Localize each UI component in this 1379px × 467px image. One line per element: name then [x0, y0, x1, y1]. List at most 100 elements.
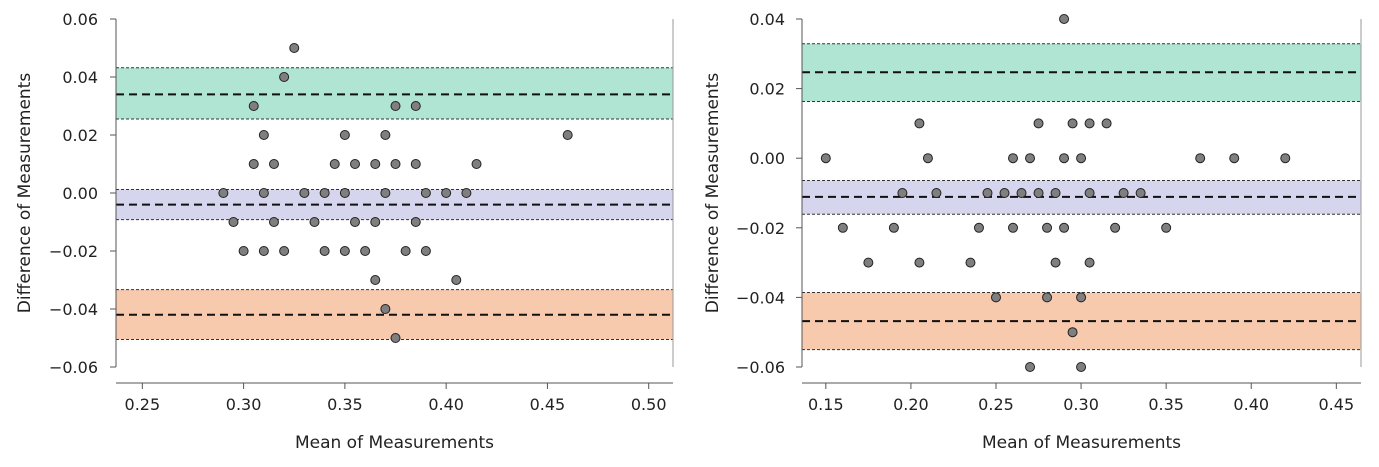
right-y-axis-label: Difference of Measurements — [703, 73, 723, 314]
left-y-axis-label: Difference of Measurements — [15, 73, 35, 314]
left-data-point — [370, 217, 381, 227]
left-data-point — [268, 159, 279, 169]
left-data-point — [319, 188, 330, 198]
right-y-tick-label: −0.04 — [736, 288, 785, 307]
left-data-point — [339, 188, 350, 198]
right-data-point — [1042, 292, 1053, 303]
left-data-point — [279, 246, 290, 256]
left-data-point — [370, 275, 381, 285]
right-data-point — [1033, 188, 1044, 198]
left-data-point — [461, 188, 472, 198]
right-data-point — [1110, 222, 1121, 233]
right-data-point — [1084, 257, 1095, 268]
left-data-point — [258, 130, 269, 140]
left-data-point — [410, 217, 421, 227]
left-data-point — [390, 333, 401, 343]
left-data-point — [299, 188, 310, 198]
left-x-axis-label: Mean of Measurements — [295, 433, 494, 453]
right-data-point — [888, 222, 899, 233]
right-x-tick-label: 0.15 — [808, 395, 844, 414]
left-data-point — [268, 217, 279, 227]
right-x-tick-label: 0.45 — [1319, 395, 1355, 414]
left-data-point — [370, 159, 381, 169]
left-data-point — [339, 246, 350, 256]
right-data-point — [1229, 153, 1240, 164]
left-data-point — [451, 275, 462, 285]
left-data-point — [248, 159, 259, 169]
left-y-tick-label: 0.06 — [62, 10, 98, 29]
left-data-point — [218, 188, 229, 198]
right-x-tick-label: 0.35 — [1148, 395, 1184, 414]
right-x-tick-label: 0.40 — [1233, 395, 1269, 414]
right-data-point — [1084, 118, 1095, 129]
right-data-point — [1195, 153, 1206, 164]
right-y-tick-label: −0.02 — [736, 219, 785, 238]
right-data-point — [914, 257, 925, 268]
right-data-point — [1008, 153, 1019, 164]
left-data-point — [339, 130, 350, 140]
left-data-point — [380, 304, 391, 314]
left-data-point — [420, 246, 431, 256]
right-data-point — [914, 118, 925, 129]
left-y-tick-label: −0.04 — [49, 300, 98, 319]
right-data-point — [922, 153, 933, 164]
left-data-point — [350, 159, 361, 169]
right-y-tick-label: −0.06 — [736, 358, 785, 377]
left-data-point — [390, 159, 401, 169]
right-data-point — [999, 188, 1010, 198]
left-y-tick-label: −0.06 — [49, 358, 98, 377]
right-data-point — [1067, 327, 1078, 338]
right-y-tick-label: 0.00 — [749, 149, 785, 168]
right-data-point — [1008, 222, 1019, 233]
left-x-tick-label: 0.40 — [428, 395, 464, 414]
right-data-point — [973, 222, 984, 233]
left-y-tick-label: 0.00 — [62, 184, 98, 203]
right-data-point — [1059, 14, 1070, 24]
left-data-point — [410, 101, 421, 111]
left-data-point — [238, 246, 249, 256]
right-data-point — [1084, 188, 1095, 198]
left-band-0 — [116, 67, 673, 120]
right-data-point — [990, 292, 1001, 303]
right-data-point — [863, 257, 874, 268]
right-data-point — [1161, 222, 1172, 233]
left-data-point — [279, 72, 290, 82]
left-data-point — [228, 217, 239, 227]
right-plot: −0.06 −0.04 −0.02 0.00 0.02 0.04 0.15 0.20 0.25 0… — [703, 10, 1362, 453]
left-data-point — [258, 246, 269, 256]
left-data-point — [390, 101, 401, 111]
right-data-point — [965, 257, 976, 268]
left-data-point — [319, 246, 330, 256]
left-data-point — [380, 188, 391, 198]
left-data-point — [350, 217, 361, 227]
left-y-tick-label: 0.02 — [62, 126, 98, 145]
left-x-tick-label: 0.25 — [125, 395, 161, 414]
left-x-tick-label: 0.30 — [226, 395, 262, 414]
left-data-point — [248, 101, 259, 111]
right-data-point — [1118, 188, 1129, 198]
right-data-point — [820, 153, 831, 164]
right-data-point — [1016, 188, 1027, 198]
left-data-point — [380, 130, 391, 140]
left-data-point — [289, 43, 300, 53]
right-x-tick-label: 0.30 — [1063, 395, 1099, 414]
left-x-tick-label: 0.35 — [327, 395, 363, 414]
right-data-point — [1059, 222, 1070, 233]
left-data-point — [410, 159, 421, 169]
right-data-point — [1135, 188, 1146, 198]
right-data-point — [1280, 153, 1291, 164]
right-y-tick-label: 0.04 — [749, 10, 785, 29]
left-data-point — [360, 246, 371, 256]
left-plot: −0.06 −0.04 −0.02 0.00 0.02 0.04 0.06 0.25 0.30 0… — [15, 10, 674, 453]
left-data-point — [309, 217, 320, 227]
left-data-point — [400, 246, 411, 256]
left-y-tick-label: −0.02 — [49, 242, 98, 261]
right-data-point — [1076, 153, 1087, 164]
right-data-point — [931, 188, 942, 198]
right-x-tick-label: 0.25 — [978, 395, 1014, 414]
right-data-point — [1025, 153, 1036, 164]
right-data-point — [1042, 222, 1053, 233]
left-data-point — [441, 188, 452, 198]
right-data-point — [1059, 153, 1070, 164]
